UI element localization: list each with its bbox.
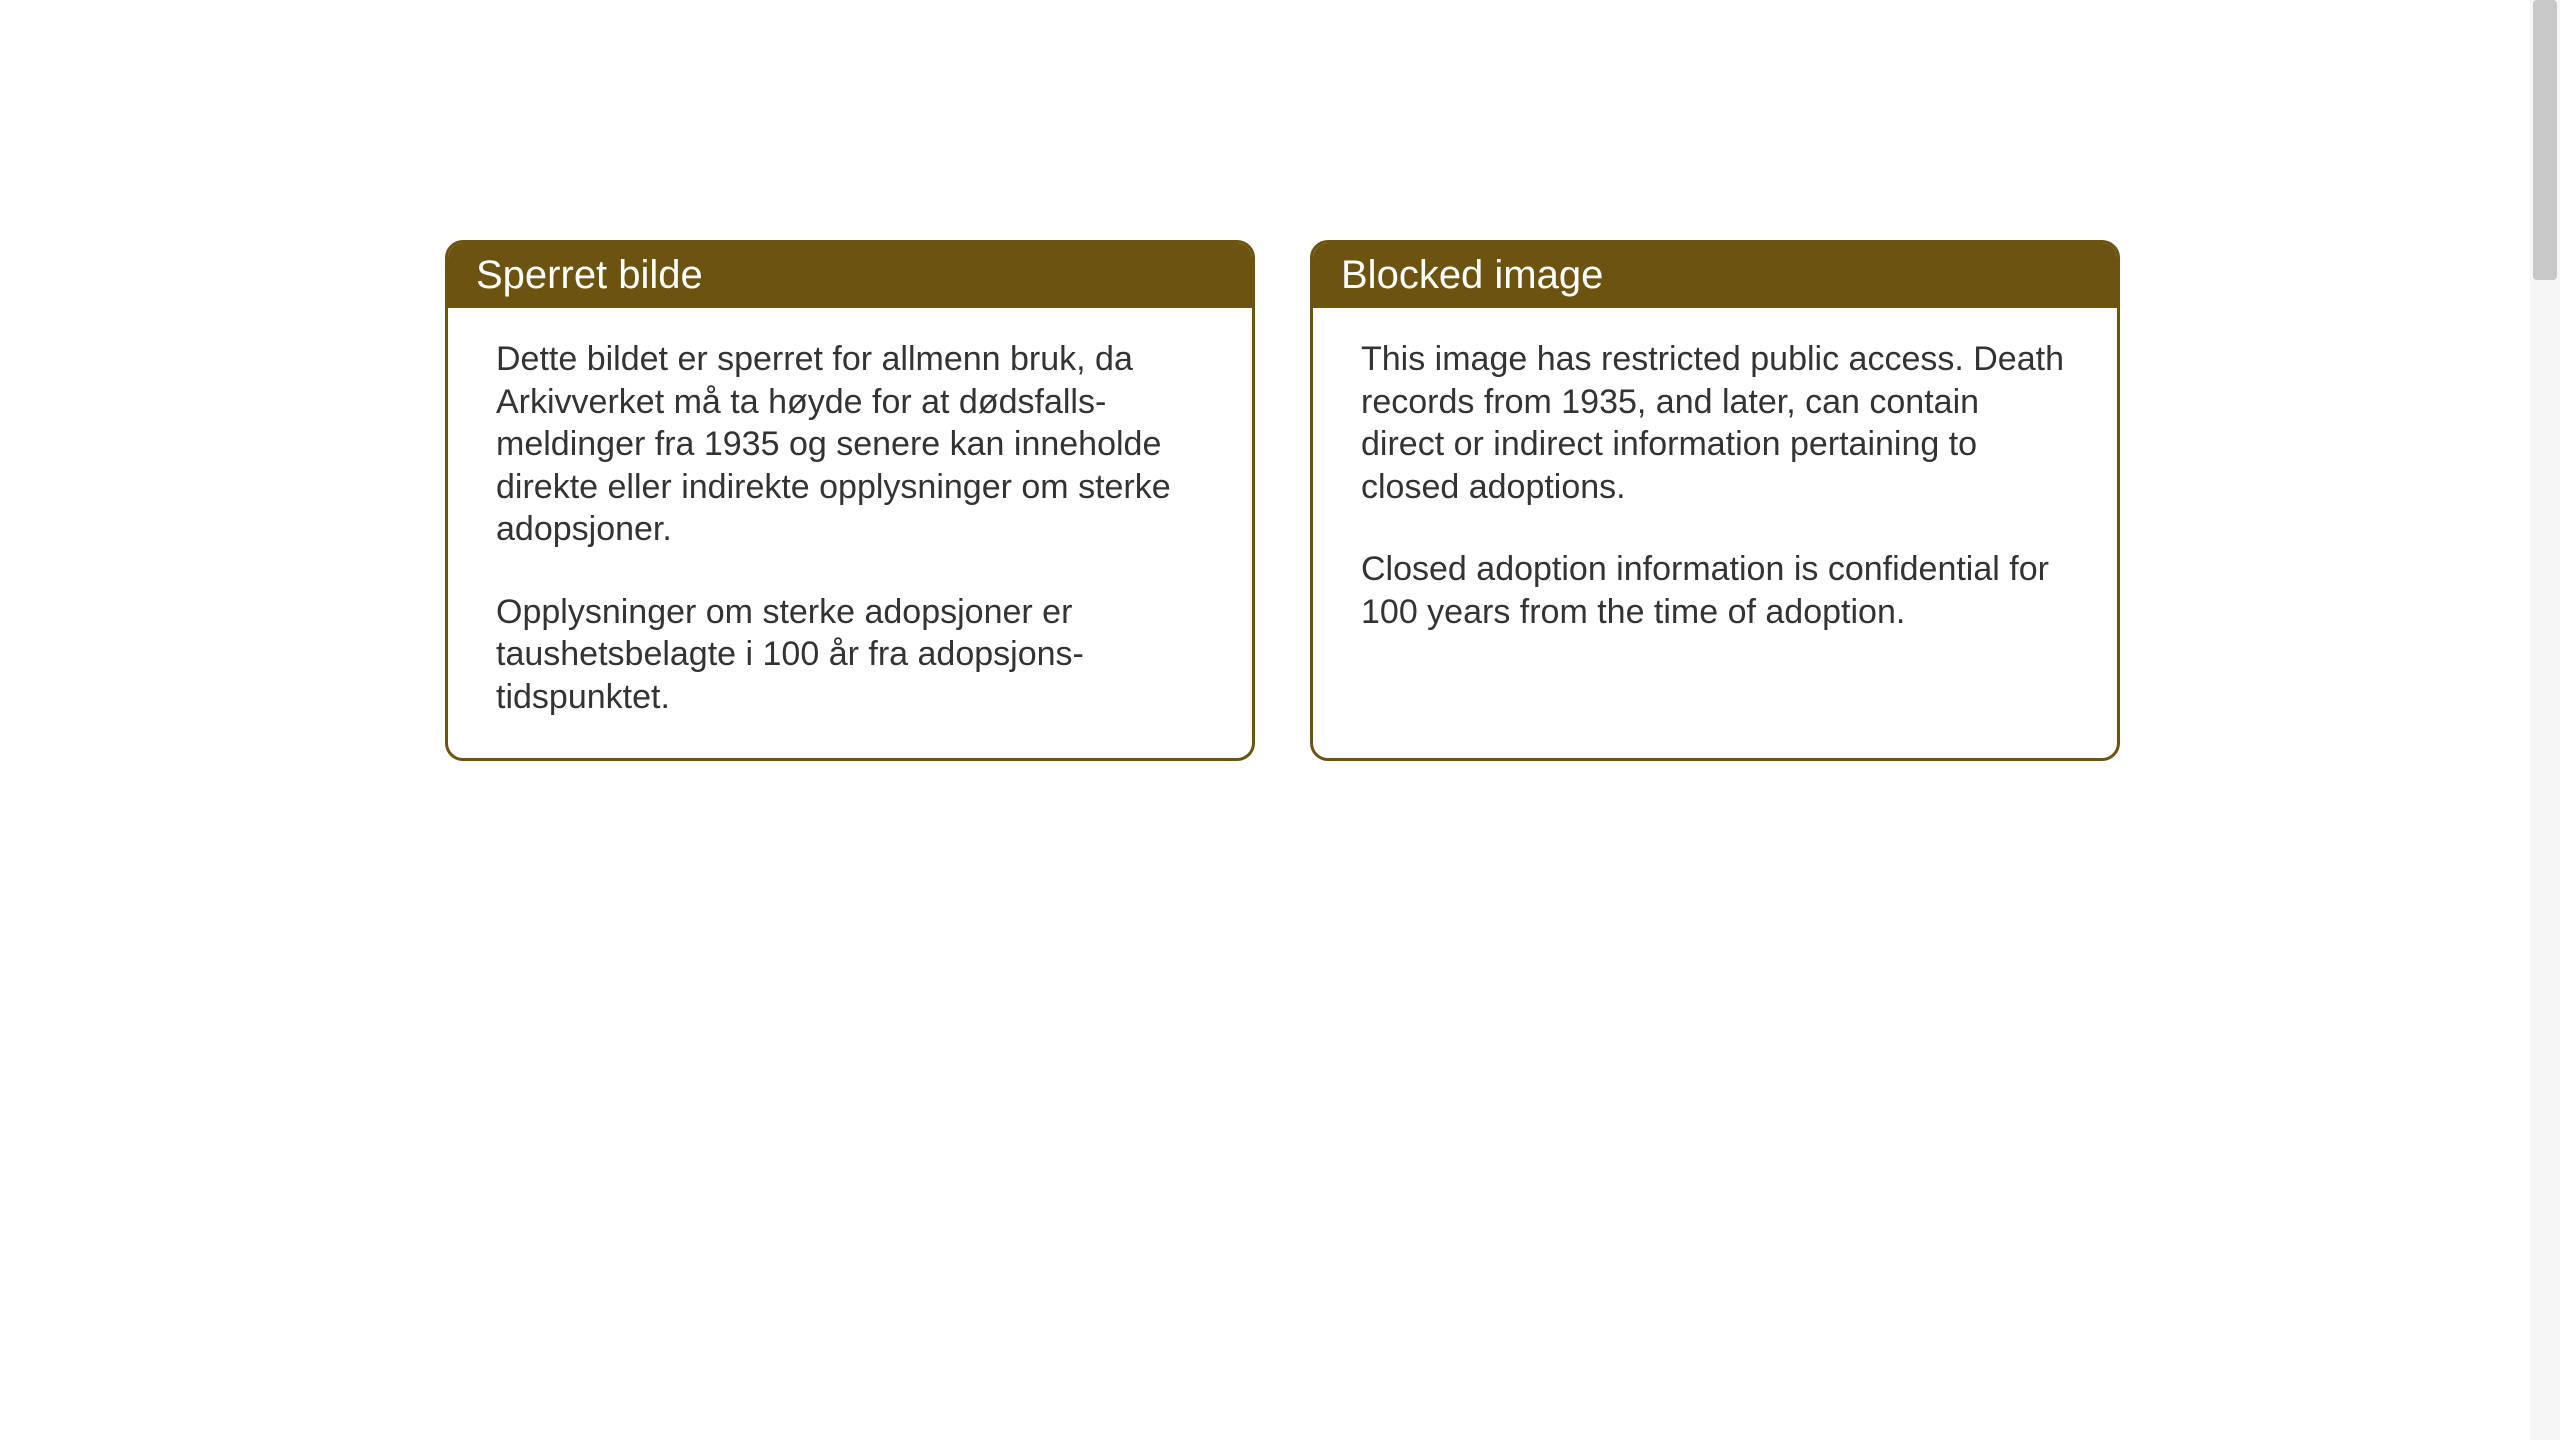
scrollbar-thumb[interactable] [2533, 0, 2557, 280]
card-header-english: Blocked image [1313, 243, 2117, 308]
notice-card-english: Blocked image This image has restricted … [1310, 240, 2120, 761]
card-header-norwegian: Sperret bilde [448, 243, 1252, 308]
scrollbar-track[interactable] [2530, 0, 2560, 1440]
notice-card-norwegian: Sperret bilde Dette bildet er sperret fo… [445, 240, 1255, 761]
card-paragraph2-norwegian: Opplysninger om sterke adopsjoner er tau… [496, 591, 1204, 719]
card-body-norwegian: Dette bildet er sperret for allmenn bruk… [448, 308, 1252, 758]
card-paragraph1-english: This image has restricted public access.… [1361, 338, 2069, 508]
notice-container: Sperret bilde Dette bildet er sperret fo… [445, 240, 2120, 761]
card-title-english: Blocked image [1341, 253, 1603, 297]
card-body-english: This image has restricted public access.… [1313, 308, 2117, 673]
card-title-norwegian: Sperret bilde [476, 253, 703, 297]
card-paragraph2-english: Closed adoption information is confident… [1361, 548, 2069, 633]
card-paragraph1-norwegian: Dette bildet er sperret for allmenn bruk… [496, 338, 1204, 551]
